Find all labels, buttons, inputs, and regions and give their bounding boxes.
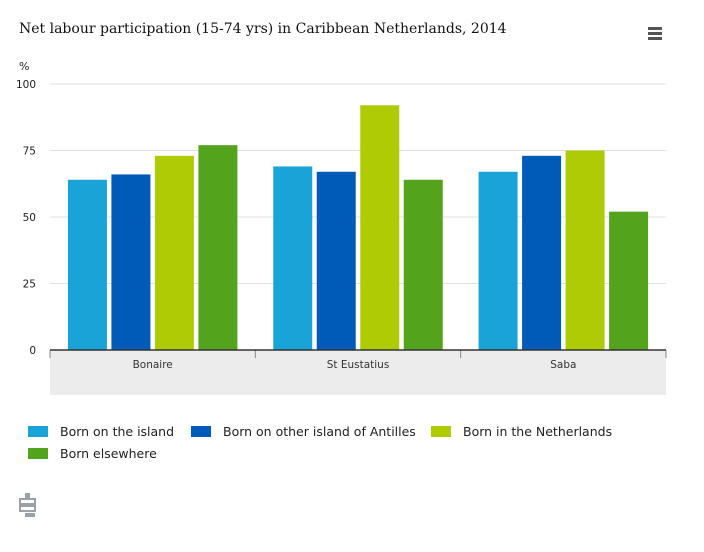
bar xyxy=(198,145,238,350)
y-tick-label: 0 xyxy=(29,345,36,357)
bar xyxy=(565,150,605,350)
legend-item[interactable]: Born elsewhere xyxy=(28,446,157,461)
cbs-logo-icon xyxy=(19,493,36,517)
y-tick-label: 75 xyxy=(23,146,36,158)
bar xyxy=(609,211,649,350)
bar-chart: % 0 25 50 75 100 Bonaire St Eustatius Saba xyxy=(16,60,667,395)
legend-label: Born on the island xyxy=(60,424,175,439)
legend-label: Born in the Netherlands xyxy=(463,424,613,439)
legend-label: Born on other island of Antilles xyxy=(223,424,416,439)
hamburger-menu-icon[interactable] xyxy=(648,27,662,41)
legend-item[interactable]: Born in the Netherlands xyxy=(431,424,612,439)
bar xyxy=(316,171,356,350)
bar xyxy=(403,179,443,350)
legend-swatch xyxy=(28,448,48,459)
x-tick-label: St Eustatius xyxy=(327,359,390,371)
x-axis-band xyxy=(50,350,666,395)
legend-label: Born elsewhere xyxy=(60,446,157,461)
bar xyxy=(360,105,400,350)
bar xyxy=(478,171,518,350)
x-tick-label: Bonaire xyxy=(133,359,173,371)
bar xyxy=(154,155,194,350)
y-tick-label: 50 xyxy=(23,212,36,224)
bar xyxy=(273,166,313,350)
bar xyxy=(522,155,562,350)
y-tick-label: 100 xyxy=(16,79,36,91)
bar xyxy=(111,174,151,350)
chart-title: Net labour participation (15-74 yrs) in … xyxy=(19,21,507,37)
x-tick-label: Saba xyxy=(550,359,576,371)
legend-swatch xyxy=(191,426,211,437)
legend-item[interactable]: Born on the island xyxy=(28,424,174,439)
legend-item[interactable]: Born on other island of Antilles xyxy=(191,424,416,439)
y-axis-unit: % xyxy=(19,60,29,73)
legend-swatch xyxy=(431,426,451,437)
legend-swatch xyxy=(28,426,48,437)
y-tick-label: 25 xyxy=(23,279,36,291)
bar xyxy=(67,179,107,350)
